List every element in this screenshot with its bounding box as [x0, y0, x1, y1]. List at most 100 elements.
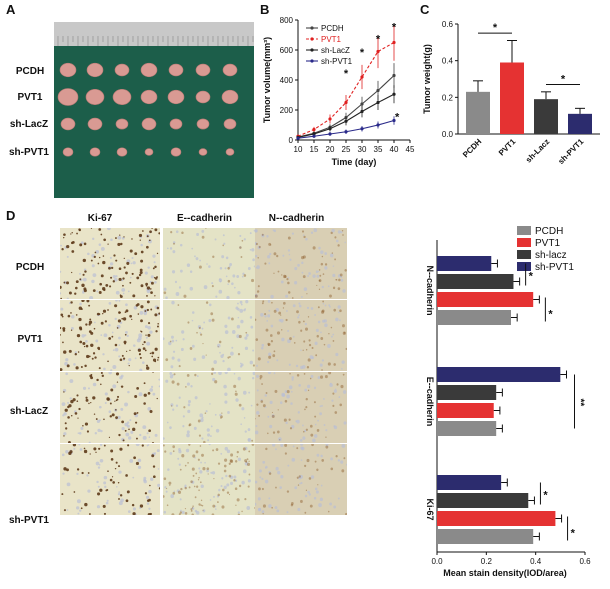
- stained-cell: [179, 468, 182, 471]
- row-label: PCDH: [15, 262, 45, 273]
- stained-cell: [115, 416, 118, 419]
- tumor-photo: [54, 22, 254, 198]
- stained-cell: [83, 289, 87, 293]
- stained-cell: [114, 343, 118, 347]
- cell-nucleus: [210, 425, 213, 428]
- cell-nucleus: [174, 280, 178, 284]
- cell-nucleus: [194, 396, 198, 400]
- cell-nucleus: [108, 302, 112, 305]
- cell-nucleus: [257, 507, 262, 512]
- cell-nucleus: [298, 304, 302, 308]
- cell-nucleus: [130, 430, 134, 434]
- cell-nucleus: [287, 276, 290, 279]
- stained-cell: [329, 294, 332, 298]
- cell-nucleus: [184, 484, 187, 487]
- stained-cell: [245, 460, 248, 463]
- cell-nucleus: [231, 346, 234, 349]
- stained-cell: [88, 355, 91, 358]
- stained-cell: [223, 469, 227, 473]
- panel-a-figure: PCDH PVT1 sh-LacZ sh-PVT1: [0, 0, 260, 200]
- cell-nucleus: [243, 308, 246, 312]
- cell-nucleus: [203, 321, 206, 324]
- stained-cell: [75, 314, 78, 316]
- stained-cell: [229, 355, 231, 358]
- stained-cell: [221, 412, 223, 414]
- stained-cell: [237, 352, 241, 356]
- cell-nucleus: [249, 248, 252, 251]
- ruler: [54, 22, 254, 46]
- cell-nucleus: [240, 363, 244, 367]
- stained-cell: [116, 381, 119, 383]
- cell-nucleus: [66, 297, 69, 299]
- x-tick-label: 30: [358, 145, 367, 154]
- stained-cell: [252, 364, 255, 367]
- stained-cell: [154, 347, 158, 351]
- cell-nucleus: [301, 295, 303, 298]
- stained-cell: [66, 468, 69, 472]
- significance-star: *: [344, 68, 349, 80]
- cell-nucleus: [339, 319, 341, 322]
- stained-cell: [131, 272, 134, 275]
- stained-cell: [322, 273, 325, 275]
- stained-cell: [100, 233, 103, 236]
- stained-cell: [151, 355, 154, 358]
- stained-cell: [262, 513, 264, 515]
- cell-nucleus: [61, 402, 66, 407]
- stained-cell: [152, 358, 157, 362]
- stained-cell: [270, 339, 274, 343]
- stained-cell: [151, 454, 155, 458]
- stained-cell: [317, 306, 320, 309]
- stained-cell: [308, 339, 311, 342]
- stained-cell: [286, 278, 289, 281]
- tumor: [114, 63, 130, 77]
- cell-nucleus: [208, 318, 212, 323]
- cell-nucleus: [225, 256, 229, 260]
- cell-nucleus: [317, 270, 320, 273]
- stained-cell: [84, 502, 88, 507]
- cell-nucleus: [188, 399, 191, 404]
- stained-cell: [274, 389, 278, 393]
- cell-nucleus: [181, 510, 185, 515]
- stained-cell: [259, 374, 263, 379]
- bar: [466, 91, 490, 134]
- stained-cell: [146, 245, 149, 249]
- x-tick-label: 0.0: [431, 557, 443, 566]
- cell-nucleus: [337, 274, 341, 278]
- cell-nucleus: [295, 364, 299, 368]
- cell-nucleus: [122, 292, 125, 295]
- cell-nucleus: [172, 408, 175, 411]
- cell-nucleus: [226, 483, 230, 487]
- stained-cell: [156, 252, 159, 255]
- stained-cell: [312, 246, 316, 250]
- cell-nucleus: [235, 398, 239, 402]
- cell-nucleus: [189, 286, 194, 291]
- stained-cell: [192, 505, 194, 507]
- cell-nucleus: [298, 314, 300, 316]
- stained-cell: [318, 269, 321, 271]
- stained-cell: [140, 259, 144, 263]
- stained-cell: [283, 418, 287, 422]
- data-point: [312, 134, 316, 138]
- cell-nucleus: [170, 365, 174, 369]
- stained-cell: [278, 311, 282, 315]
- panel-letter-b: B: [260, 2, 270, 17]
- cell-nucleus: [103, 475, 108, 480]
- bar: [437, 475, 502, 490]
- cell-nucleus: [337, 230, 341, 234]
- cell-nucleus: [262, 460, 266, 464]
- stained-cell: [64, 422, 67, 425]
- cell-nucleus: [310, 475, 315, 479]
- stained-cell: [148, 322, 151, 325]
- stained-cell: [115, 409, 117, 411]
- cell-nucleus: [291, 424, 295, 429]
- cell-nucleus: [300, 349, 302, 352]
- stained-cell: [108, 337, 112, 340]
- stained-cell: [69, 450, 73, 454]
- y-tick-label: 0.0: [442, 130, 454, 139]
- stained-cell: [187, 461, 189, 464]
- y-tick-label: 600: [280, 46, 294, 55]
- micrograph: [255, 444, 347, 515]
- stained-cell: [193, 485, 196, 488]
- stained-cell: [172, 491, 176, 495]
- stained-cell: [63, 281, 66, 284]
